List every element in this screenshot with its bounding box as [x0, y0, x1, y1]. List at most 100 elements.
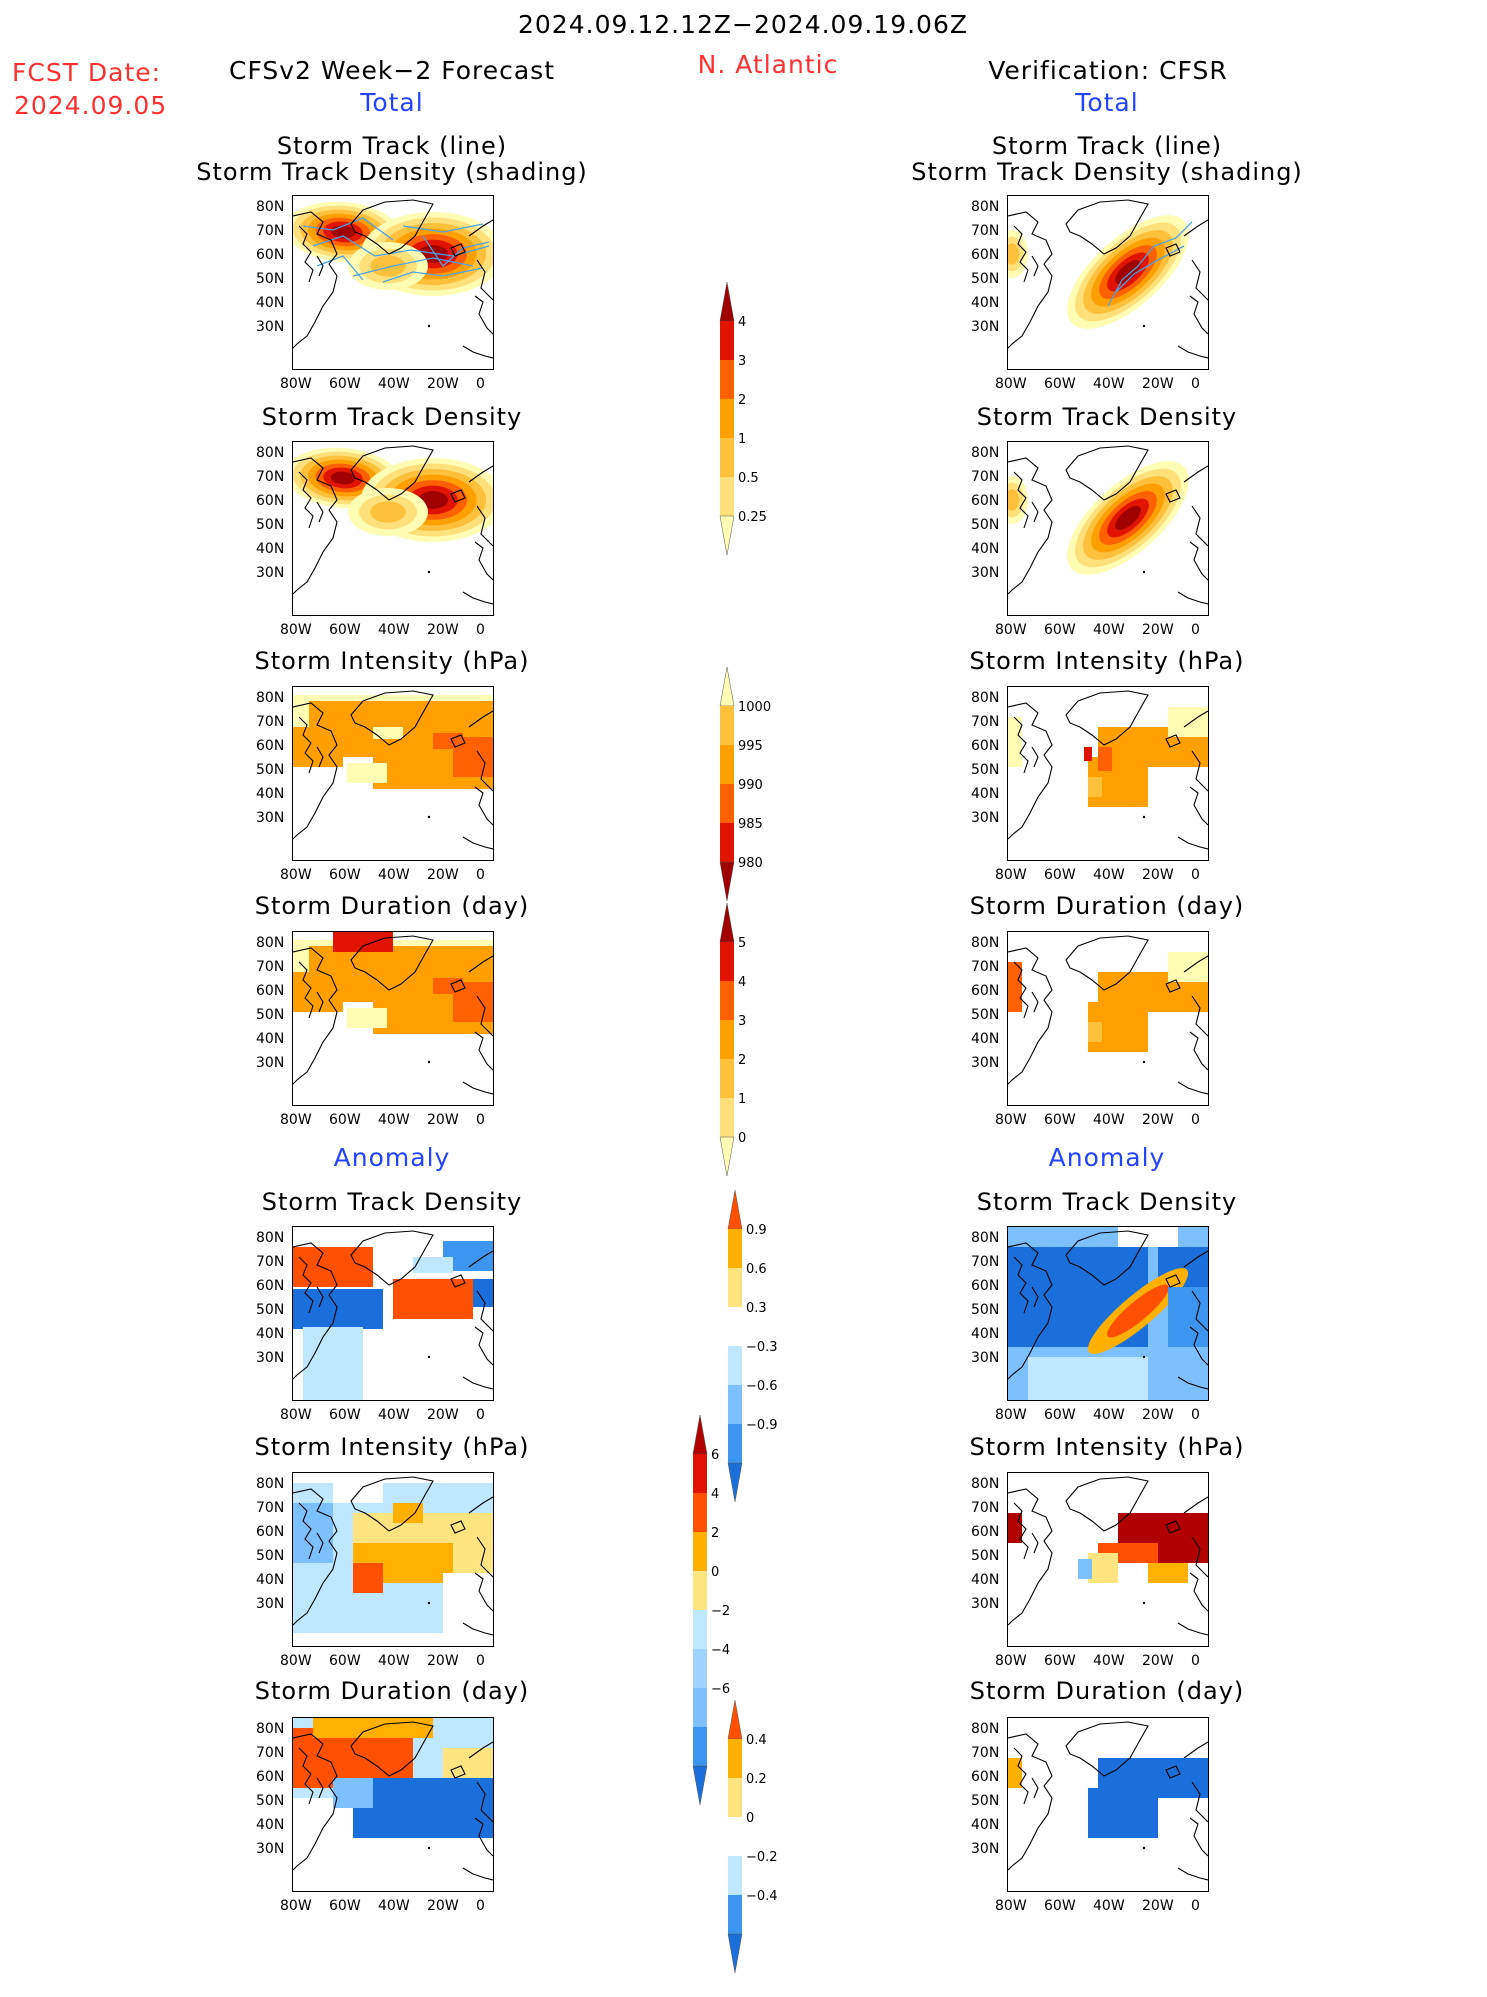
- lat-tick-label: 60N: [256, 1278, 285, 1294]
- lat-tick-label: 70N: [971, 223, 1000, 239]
- lat-tick-label: 30N: [256, 1055, 285, 1071]
- lon-tick-label: 80W: [280, 1407, 312, 1423]
- lat-tick-label: 80N: [971, 935, 1000, 951]
- lon-tick-label: 0: [476, 376, 485, 392]
- lat-tick-label: 30N: [971, 1841, 1000, 1857]
- map-track-forecast: [292, 195, 494, 370]
- colorbar-canvas: 1000 995 990 985 980: [719, 666, 771, 902]
- lat-tick-label: 50N: [256, 1548, 285, 1564]
- panel-title-duration-right: Storm Duration (day): [969, 892, 1245, 920]
- lon-tick-label: 40W: [378, 376, 410, 392]
- lon-tick-label: 20W: [427, 622, 459, 638]
- map-duration-verification: [1007, 931, 1209, 1106]
- lon-tick-label: 40W: [378, 1898, 410, 1914]
- map-density-anomaly-verification: [1007, 1226, 1209, 1401]
- colorbar-tick-label: 1: [738, 432, 746, 447]
- colorbar-tick-label: 2: [711, 1526, 719, 1541]
- colorbar-tick-label: 0.2: [746, 1772, 767, 1787]
- lon-tick-label: 60W: [1044, 622, 1076, 638]
- lat-tick-label: 40N: [256, 541, 285, 557]
- map-duration-anomaly-forecast: [292, 1717, 494, 1892]
- lat-tick-label: 40N: [971, 1031, 1000, 1047]
- colorbar-duration-total: 5 4 3 2 1 0: [719, 883, 780, 1200]
- panel-title-intensity-anom-left: Storm Intensity (hPa): [254, 1433, 530, 1461]
- lat-tick-label: 70N: [256, 223, 285, 239]
- colorbar-canvas: 5 4 3 2 1 0: [719, 902, 746, 1177]
- total-label-right: Total: [1075, 88, 1139, 117]
- lon-tick-label: 80W: [280, 622, 312, 638]
- lat-tick-label: 80N: [256, 1721, 285, 1737]
- lon-tick-label: 60W: [1044, 1898, 1076, 1914]
- lat-tick-label: 80N: [256, 445, 285, 461]
- lat-tick-label: 30N: [971, 1350, 1000, 1366]
- lon-tick-label: 20W: [427, 376, 459, 392]
- lat-tick-label: 30N: [256, 1350, 285, 1366]
- lat-tick-label: 40N: [971, 786, 1000, 802]
- lon-tick-label: 20W: [1142, 867, 1174, 883]
- lon-tick-label: 40W: [1093, 376, 1125, 392]
- lon-tick-label: 20W: [427, 1112, 459, 1128]
- total-label-left: Total: [360, 88, 424, 117]
- lon-tick-label: 60W: [1044, 376, 1076, 392]
- lon-tick-label: 20W: [1142, 1112, 1174, 1128]
- lon-tick-label: 60W: [1044, 1112, 1076, 1128]
- panel-title-intensity-left: Storm Intensity (hPa): [254, 647, 530, 675]
- lon-tick-label: 0: [1191, 867, 1200, 883]
- colorbar-tick-label: 3: [738, 354, 746, 369]
- lat-tick-label: 40N: [971, 1326, 1000, 1342]
- lon-tick-label: 40W: [378, 1407, 410, 1423]
- lon-tick-label: 60W: [329, 1898, 361, 1914]
- map-canvas: [1008, 1721, 1208, 1881]
- lat-tick-label: 70N: [971, 959, 1000, 975]
- lat-tick-label: 40N: [256, 295, 285, 311]
- colorbar-tick-label: 995: [738, 739, 763, 754]
- lon-tick-label: 20W: [427, 1407, 459, 1423]
- map-canvas: [293, 1230, 493, 1400]
- colorbar-tick-label: 985: [738, 817, 763, 832]
- map-duration-anomaly-verification: [1007, 1717, 1209, 1892]
- lat-tick-label: 60N: [256, 1524, 285, 1540]
- lon-tick-label: 80W: [280, 1898, 312, 1914]
- lat-tick-label: 50N: [971, 1302, 1000, 1318]
- lat-tick-label: 70N: [971, 1254, 1000, 1270]
- panel-title-track-shading-right: Storm Track Density (shading): [911, 158, 1303, 186]
- lon-tick-label: 80W: [995, 376, 1027, 392]
- lat-tick-label: 60N: [256, 738, 285, 754]
- panel-title-duration-anom-left: Storm Duration (day): [254, 1677, 530, 1705]
- map-canvas: [1008, 199, 1208, 359]
- lon-tick-label: 0: [476, 622, 485, 638]
- lon-tick-label: 80W: [995, 1112, 1027, 1128]
- lon-tick-label: 80W: [280, 867, 312, 883]
- date-range-title: 2024.09.12.12Z−2024.09.19.06Z: [518, 10, 968, 39]
- lon-tick-label: 0: [1191, 1898, 1200, 1914]
- lon-tick-label: 40W: [378, 622, 410, 638]
- region-title: N. Atlantic: [697, 50, 839, 79]
- map-canvas: [1008, 1476, 1208, 1636]
- colorbar-canvas: 6 4 2 0 −2 −4 −6: [692, 1414, 730, 1806]
- map-intensity-verification: [1007, 686, 1209, 861]
- lon-tick-label: 40W: [1093, 622, 1125, 638]
- colorbar-tick-label: 0.5: [738, 471, 759, 486]
- lon-tick-label: 0: [476, 1653, 485, 1669]
- lat-tick-label: 50N: [256, 1302, 285, 1318]
- lat-tick-label: 30N: [256, 1841, 285, 1857]
- lat-tick-label: 80N: [971, 1230, 1000, 1246]
- map-canvas: [293, 199, 493, 359]
- panel-title-intensity-right: Storm Intensity (hPa): [969, 647, 1245, 675]
- lon-tick-label: 0: [476, 1407, 485, 1423]
- lat-tick-label: 80N: [256, 935, 285, 951]
- lon-tick-label: 80W: [995, 867, 1027, 883]
- lon-tick-label: 20W: [427, 867, 459, 883]
- lat-tick-label: 80N: [971, 1721, 1000, 1737]
- lon-tick-label: 0: [476, 1898, 485, 1914]
- lon-tick-label: 60W: [329, 1653, 361, 1669]
- panel-title-density-anom-right: Storm Track Density: [976, 1188, 1238, 1216]
- lon-tick-label: 20W: [1142, 1653, 1174, 1669]
- map-canvas: [1008, 690, 1208, 850]
- lon-tick-label: 80W: [280, 1112, 312, 1128]
- lat-tick-label: 60N: [256, 493, 285, 509]
- panel-title-density-left: Storm Track Density: [261, 403, 523, 431]
- lat-tick-label: 30N: [971, 810, 1000, 826]
- map-canvas: [293, 445, 493, 605]
- map-intensity-forecast: [292, 686, 494, 861]
